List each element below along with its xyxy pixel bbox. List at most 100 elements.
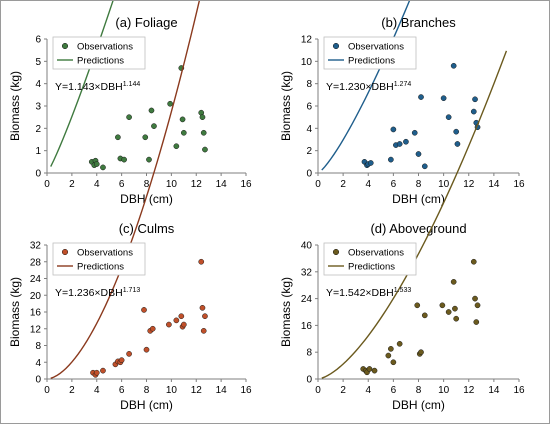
observation-point (93, 369, 100, 376)
observation-point (421, 312, 428, 319)
x-tick-label: 8 (416, 385, 422, 396)
prediction-curve (321, 50, 508, 379)
y-tick-label: 10 (301, 57, 313, 68)
prediction-curve (50, 1, 114, 167)
legend-box (323, 36, 417, 70)
y-tick-label: 2 (35, 124, 41, 135)
equation-text: Y=1.542×DBH (326, 287, 394, 299)
x-tick-label: 12 (191, 385, 203, 396)
observation-point (100, 164, 106, 171)
observation-point (366, 366, 373, 372)
observation-point (198, 258, 205, 265)
legend-label-predictions: Predictions (77, 262, 124, 273)
observation-point (470, 258, 477, 265)
observation-point (173, 143, 180, 150)
observation-point (385, 352, 392, 359)
observation-point (126, 114, 132, 121)
observation-point (454, 141, 461, 147)
observation-point (100, 367, 106, 374)
x-tick-label: 14 (488, 179, 500, 190)
y-tick-label: 8 (35, 341, 41, 352)
observation-point (142, 134, 149, 141)
x-tick-label: 2 (69, 179, 75, 190)
x-tick-label: 12 (191, 179, 203, 190)
chart-title: (c) Culms (119, 221, 175, 236)
x-tick-label: 6 (119, 385, 125, 396)
x-tick-label: 16 (513, 385, 525, 396)
observation-point (179, 116, 186, 123)
x-axis-label: DBH (cm) (392, 398, 445, 412)
y-tick-label: 28 (30, 257, 42, 268)
y-tick-label: 1 (35, 146, 41, 157)
observation-point (200, 327, 207, 334)
legend-box (52, 36, 146, 70)
y-axis-label: Biomass (kg) (8, 71, 22, 141)
y-tick-label: 0 (35, 169, 41, 180)
x-axis-label: DBH (cm) (392, 192, 445, 206)
model-equation: Y=1.236×DBH1.713 (55, 287, 140, 299)
observation-point (200, 129, 207, 136)
x-tick-label: 0 (315, 179, 321, 190)
observation-point (421, 163, 428, 170)
observation-point (390, 126, 397, 133)
model-equation: Y=1.230×DBH1.274 (326, 81, 411, 93)
x-tick-label: 2 (340, 385, 346, 396)
legend-label-observations: Observations (77, 248, 133, 259)
x-tick-label: 12 (463, 179, 475, 190)
legend-marker-observations (61, 248, 69, 256)
observation-point (450, 62, 457, 69)
observation-point (472, 295, 478, 302)
y-axis-label: Biomass (kg) (279, 71, 293, 141)
y-tick-label: 0 (306, 375, 312, 386)
observation-point (149, 325, 156, 332)
x-tick-label: 16 (240, 179, 252, 190)
observation-point (390, 359, 397, 366)
observation-point (121, 156, 127, 163)
observation-point (178, 313, 185, 320)
x-tick-label: 10 (438, 385, 450, 396)
y-tick-label: 3 (35, 102, 41, 113)
y-axis-label: Biomass (kg) (8, 277, 22, 347)
x-tick-label: 10 (166, 385, 178, 396)
x-tick-label: 2 (69, 385, 75, 396)
observation-point (418, 94, 424, 100)
x-tick-label: 10 (438, 179, 450, 190)
y-tick-label: 4 (35, 79, 41, 90)
equation-exponent: 1.144 (123, 81, 141, 88)
chart-title: (a) Foliage (115, 15, 177, 30)
observation-point (396, 340, 403, 347)
y-tick-label: 4 (306, 124, 312, 135)
legend-box (323, 242, 417, 276)
model-equation: Y=1.542×DBH1.533 (326, 287, 411, 299)
observation-point (396, 141, 403, 147)
x-axis-label: DBH (cm) (120, 398, 173, 412)
observation-point (180, 321, 187, 328)
observation-point (472, 96, 478, 103)
observation-point (418, 349, 424, 356)
observation-point (148, 107, 155, 114)
x-tick-label: 6 (119, 179, 125, 190)
legend-label-observations: Observations (77, 42, 133, 53)
x-tick-label: 10 (166, 179, 178, 190)
y-tick-label: 20 (30, 291, 42, 302)
legend-label-predictions: Predictions (77, 56, 124, 67)
x-tick-label: 14 (488, 385, 500, 396)
observation-point (473, 319, 480, 325)
y-tick-label: 2 (306, 146, 312, 157)
observation-point (118, 357, 125, 364)
observation-point (146, 156, 152, 163)
observation-point (202, 313, 208, 320)
x-tick-label: 0 (44, 179, 50, 190)
y-tick-label: 12 (30, 324, 42, 335)
y-tick-label: 0 (306, 169, 312, 180)
prediction-curve (321, 1, 411, 171)
x-tick-label: 8 (416, 179, 422, 190)
legend-label-observations: Observations (348, 42, 404, 53)
legend-marker-observations (332, 42, 340, 50)
observation-point (452, 305, 458, 312)
observation-point (440, 95, 447, 102)
chart-2: (b) Branches 0 2 4 6 8 10 12 14 16 0 2 4 6 8 10 12 DBH (c… (279, 1, 525, 206)
